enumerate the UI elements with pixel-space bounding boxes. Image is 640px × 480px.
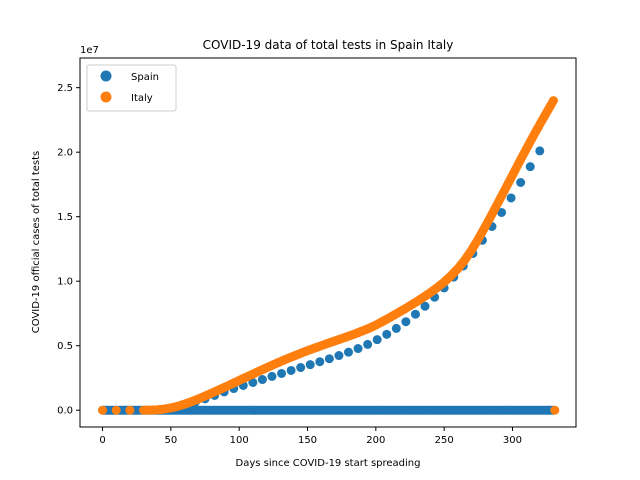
point-spain — [277, 368, 287, 378]
x-axis: 0 50 100 150 200 250 300 — [99, 427, 522, 446]
point-spain — [343, 347, 353, 357]
x-tick-label: 250 — [435, 435, 454, 446]
chart-title: COVID-19 data of total tests in Spain It… — [203, 38, 454, 52]
point-spain — [535, 146, 545, 156]
y-axis-label: COVID-19 official cases of total tests — [31, 151, 42, 333]
point-spain — [305, 360, 315, 370]
point-spain — [267, 371, 277, 381]
point-spain — [248, 377, 258, 387]
legend-label-spain: Spain — [131, 72, 159, 83]
y-tick-label: 2.5 — [57, 83, 73, 94]
y-tick-label: 1.0 — [57, 277, 73, 288]
x-tick-label: 50 — [164, 435, 177, 446]
x-tick-label: 100 — [230, 435, 249, 446]
point-spain — [286, 365, 296, 375]
point-spain — [324, 354, 334, 364]
legend-marker-italy — [100, 91, 112, 103]
point-spain — [391, 323, 401, 333]
point-spain — [296, 363, 306, 373]
point-spain — [497, 207, 507, 217]
point-spain — [401, 317, 411, 327]
x-tick-label: 0 — [99, 435, 105, 446]
point-spain — [372, 335, 382, 345]
y-tick-label: 0.5 — [57, 341, 73, 352]
point-spain — [516, 178, 526, 188]
point-spain — [257, 375, 267, 385]
point-italy — [125, 405, 135, 415]
point-spain — [410, 309, 420, 319]
point-spain — [315, 357, 325, 367]
x-tick-label: 150 — [298, 435, 317, 446]
point-spain — [353, 344, 363, 354]
y-axis: 0.0 0.5 1.0 1.5 2.0 2.5 — [57, 83, 80, 417]
legend: Spain Italy — [86, 64, 177, 112]
point-spain — [525, 162, 535, 172]
y-offset-text: 1e7 — [80, 45, 99, 56]
x-tick-label: 300 — [503, 435, 522, 446]
y-tick-label: 1.5 — [57, 212, 73, 223]
point-italy — [111, 405, 121, 415]
point-spain — [363, 339, 373, 349]
point-spain — [506, 193, 516, 203]
y-tick-label: 2.0 — [57, 148, 73, 159]
legend-marker-spain — [100, 70, 112, 82]
point-italy — [98, 405, 108, 415]
point-spain — [420, 301, 430, 311]
plot-area — [79, 57, 577, 428]
point-spain — [382, 329, 392, 339]
point-italy — [548, 96, 558, 106]
x-tick-label: 200 — [366, 435, 385, 446]
point-spain — [334, 351, 344, 361]
series-layer — [98, 96, 560, 415]
plot-frame — [79, 57, 577, 428]
point-italy — [550, 405, 560, 415]
x-axis-label: Days since COVID-19 start spreading — [236, 458, 421, 469]
y-tick-label: 0.0 — [57, 406, 73, 417]
legend-label-italy: Italy — [131, 93, 153, 104]
